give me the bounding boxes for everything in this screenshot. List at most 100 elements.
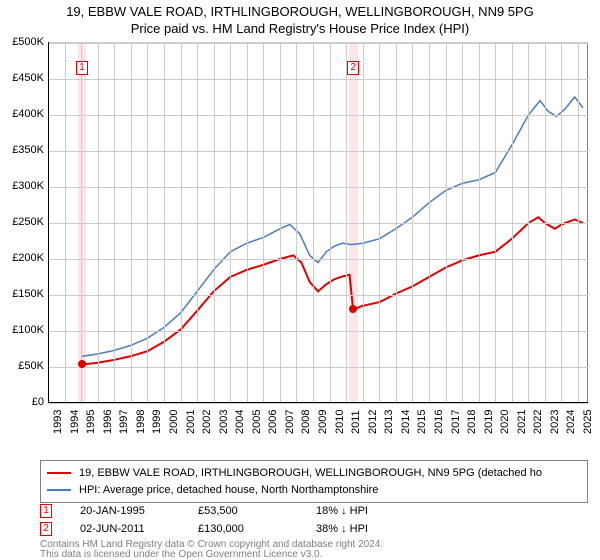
annotation-date-2: 02-JUN-2011 — [80, 523, 170, 535]
legend-label-2: HPI: Average price, detached house, Nort… — [79, 482, 378, 499]
legend-label-1: 19, EBBW VALE ROAD, IRTHLINGBOROUGH, WEL… — [79, 465, 542, 482]
gridline-v — [462, 43, 463, 403]
xtick-label: 2007 — [284, 410, 296, 434]
gridline-v — [197, 43, 198, 403]
xtick-label: 1999 — [151, 410, 163, 434]
gridline-v — [114, 43, 115, 403]
xtick-label: 2010 — [334, 410, 346, 434]
ytick-label: £100K — [0, 324, 44, 336]
annotation-delta-2: 38% ↓ HPI — [316, 523, 406, 535]
xtick-label: 2024 — [565, 410, 577, 434]
series-hpi — [82, 97, 583, 356]
gridline-h — [48, 43, 588, 44]
gridline-h — [48, 79, 588, 80]
xtick-label: 1993 — [52, 410, 64, 434]
gridline-v — [247, 43, 248, 403]
annotation-price-1: £53,500 — [198, 505, 288, 517]
xtick-label: 2011 — [350, 410, 362, 434]
xtick-label: 2008 — [300, 410, 312, 434]
gridline-h — [48, 115, 588, 116]
marker-dot-1 — [78, 360, 86, 368]
gridline-v — [147, 43, 148, 403]
title-line-2: Price paid vs. HM Land Registry's House … — [0, 21, 600, 38]
ytick-label: £50K — [0, 360, 44, 372]
gridline-v — [81, 43, 82, 403]
gridline-h — [48, 187, 588, 188]
gridline-v — [512, 43, 513, 403]
xtick-label: 2025 — [582, 410, 594, 434]
gridline-h — [48, 223, 588, 224]
footer-line-2: This data is licensed under the Open Gov… — [40, 550, 383, 560]
xtick-label: 2023 — [549, 410, 561, 434]
xtick-label: 2005 — [251, 410, 263, 434]
gridline-v — [429, 43, 430, 403]
ytick-label: £250K — [0, 216, 44, 228]
xtick-label: 2012 — [367, 410, 379, 434]
gridline-v — [313, 43, 314, 403]
gridline-v — [164, 43, 165, 403]
xtick-label: 2019 — [483, 410, 495, 434]
gridline-v — [396, 43, 397, 403]
xtick-label: 2000 — [168, 410, 180, 434]
ytick-label: £400K — [0, 108, 44, 120]
ytick-label: £200K — [0, 252, 44, 264]
xtick-label: 2001 — [185, 410, 197, 434]
xtick-label: 1995 — [85, 410, 97, 434]
xtick-label: 2003 — [218, 410, 230, 434]
xtick-label: 2002 — [201, 410, 213, 434]
ytick-label: £300K — [0, 180, 44, 192]
y-axis — [48, 42, 49, 402]
gridline-v — [578, 43, 579, 403]
xtick-label: 2009 — [317, 410, 329, 434]
xtick-label: 1994 — [69, 410, 81, 434]
gridline-v — [280, 43, 281, 403]
annotation-marker-1: 1 — [40, 504, 52, 518]
gridline-v — [263, 43, 264, 403]
ytick-label: £350K — [0, 144, 44, 156]
footer: Contains HM Land Registry data © Crown c… — [40, 540, 383, 560]
legend: 19, EBBW VALE ROAD, IRTHLINGBOROUGH, WEL… — [40, 460, 588, 503]
xtick-label: 2021 — [516, 410, 528, 434]
gridline-v — [65, 43, 66, 403]
chart-area: 12 £0£50K£100K£150K£200K£250K£300K£350K£… — [48, 42, 588, 422]
gridline-h — [48, 295, 588, 296]
chart-container: 19, EBBW VALE ROAD, IRTHLINGBOROUGH, WEL… — [0, 0, 600, 560]
gridline-v — [214, 43, 215, 403]
ytick-label: £150K — [0, 288, 44, 300]
xtick-label: 1998 — [135, 410, 147, 434]
gridline-v — [495, 43, 496, 403]
gridline-h — [48, 151, 588, 152]
xtick-label: 2013 — [383, 410, 395, 434]
gridline-v — [412, 43, 413, 403]
gridline-h — [48, 367, 588, 368]
gridline-v — [446, 43, 447, 403]
gridline-v — [379, 43, 380, 403]
ytick-label: £0 — [0, 396, 44, 408]
title-line-1: 19, EBBW VALE ROAD, IRTHLINGBOROUGH, WEL… — [0, 4, 600, 21]
gridline-h — [48, 403, 588, 404]
xtick-label: 2015 — [416, 410, 428, 434]
xtick-label: 2006 — [267, 410, 279, 434]
ytick-label: £450K — [0, 72, 44, 84]
xtick-label: 2020 — [499, 410, 511, 434]
annotation-price-2: £130,000 — [198, 523, 288, 535]
annotation-delta-1: 18% ↓ HPI — [316, 505, 406, 517]
gridline-h — [48, 331, 588, 332]
marker-box-2: 2 — [347, 61, 359, 75]
legend-swatch-2 — [47, 489, 71, 491]
gridline-v — [528, 43, 529, 403]
xtick-label: 1996 — [102, 410, 114, 434]
legend-item-1: 19, EBBW VALE ROAD, IRTHLINGBOROUGH, WEL… — [47, 465, 581, 482]
gridline-v — [561, 43, 562, 403]
legend-swatch-1 — [47, 472, 71, 474]
title-block: 19, EBBW VALE ROAD, IRTHLINGBOROUGH, WEL… — [0, 0, 600, 38]
ytick-label: £500K — [0, 36, 44, 48]
xtick-label: 2018 — [466, 410, 478, 434]
gridline-v — [98, 43, 99, 403]
x-axis — [48, 402, 588, 403]
annotation-date-1: 20-JAN-1995 — [80, 505, 170, 517]
xtick-label: 2014 — [400, 410, 412, 434]
xtick-label: 1997 — [118, 410, 130, 434]
gridline-v — [131, 43, 132, 403]
gridline-v — [363, 43, 364, 403]
